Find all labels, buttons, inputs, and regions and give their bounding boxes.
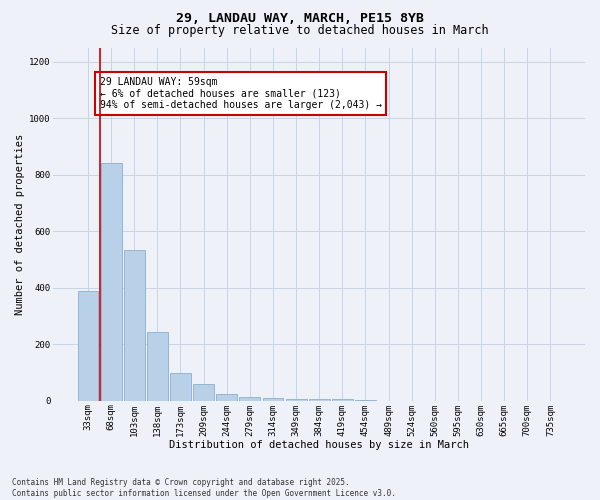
Y-axis label: Number of detached properties: Number of detached properties xyxy=(15,134,25,315)
Text: 29 LANDAU WAY: 59sqm
← 6% of detached houses are smaller (123)
94% of semi-detac: 29 LANDAU WAY: 59sqm ← 6% of detached ho… xyxy=(100,77,382,110)
Text: Size of property relative to detached houses in March: Size of property relative to detached ho… xyxy=(111,24,489,37)
Bar xyxy=(124,250,145,401)
Bar xyxy=(217,394,237,401)
Bar xyxy=(239,396,260,401)
Bar xyxy=(193,384,214,401)
Bar xyxy=(355,400,376,401)
Text: Contains HM Land Registry data © Crown copyright and database right 2025.
Contai: Contains HM Land Registry data © Crown c… xyxy=(12,478,396,498)
Bar xyxy=(101,164,122,401)
Bar xyxy=(309,400,329,401)
Bar xyxy=(332,400,353,401)
Bar xyxy=(170,372,191,401)
Bar xyxy=(77,290,98,401)
Bar xyxy=(147,332,168,401)
Bar xyxy=(286,398,307,401)
Bar xyxy=(263,398,283,401)
Text: 29, LANDAU WAY, MARCH, PE15 8YB: 29, LANDAU WAY, MARCH, PE15 8YB xyxy=(176,12,424,26)
X-axis label: Distribution of detached houses by size in March: Distribution of detached houses by size … xyxy=(169,440,469,450)
